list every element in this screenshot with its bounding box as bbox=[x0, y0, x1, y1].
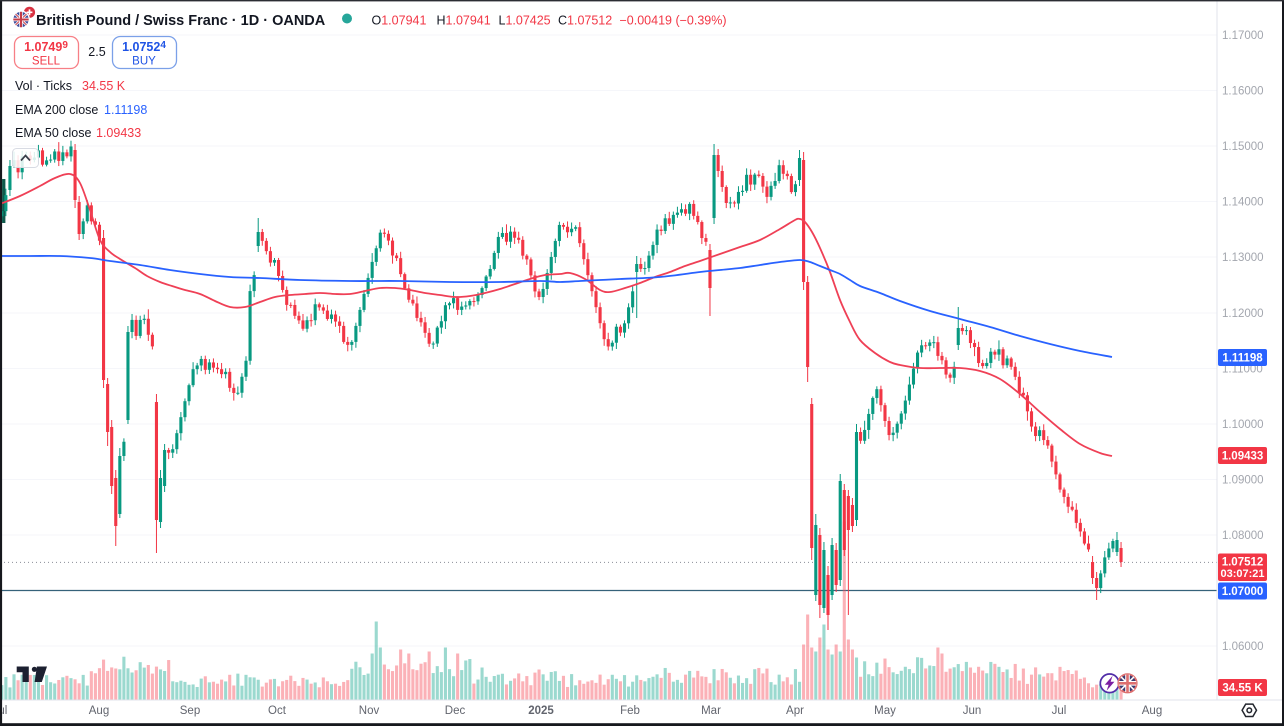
svg-text:1.07499: 1.07499 bbox=[24, 40, 68, 54]
svg-text:1.17000: 1.17000 bbox=[1222, 30, 1264, 42]
svg-text:Dec: Dec bbox=[445, 705, 466, 717]
svg-text:1.16000: 1.16000 bbox=[1222, 86, 1264, 98]
svg-text:Jul: Jul bbox=[1052, 705, 1067, 717]
svg-text:1.07512: 1.07512 bbox=[1222, 556, 1264, 568]
svg-text:1.14000: 1.14000 bbox=[1222, 197, 1264, 209]
svg-text:1.12000: 1.12000 bbox=[1222, 308, 1264, 320]
svg-text:1.09433: 1.09433 bbox=[1222, 451, 1264, 463]
svg-text:2025: 2025 bbox=[528, 705, 554, 717]
svg-text:SELL: SELL bbox=[32, 56, 61, 68]
svg-text:34.55 K: 34.55 K bbox=[1222, 683, 1263, 695]
svg-text:Sep: Sep bbox=[180, 705, 200, 717]
svg-text:BUY: BUY bbox=[132, 56, 156, 68]
svg-text:1.07000: 1.07000 bbox=[1222, 586, 1264, 598]
svg-text:Jun: Jun bbox=[963, 705, 982, 717]
svg-text:1.11198: 1.11198 bbox=[1222, 353, 1263, 365]
svg-text:O1.07941: O1.07941 bbox=[372, 14, 427, 28]
svg-text:1.15000: 1.15000 bbox=[1222, 141, 1264, 153]
svg-text:1.07524: 1.07524 bbox=[122, 40, 166, 54]
svg-text:Oct: Oct bbox=[268, 705, 287, 717]
svg-text:Mar: Mar bbox=[701, 705, 721, 717]
svg-text:Aug: Aug bbox=[89, 705, 109, 717]
svg-text:1.06000: 1.06000 bbox=[1222, 641, 1264, 653]
svg-text:Nov: Nov bbox=[359, 705, 380, 717]
svg-text:H1.07941: H1.07941 bbox=[437, 14, 491, 28]
svg-text:C1.07512: C1.07512 bbox=[558, 14, 612, 28]
svg-text:1.13000: 1.13000 bbox=[1222, 252, 1264, 264]
svg-text:−0.00419 (−0.39%): −0.00419 (−0.39%) bbox=[620, 14, 727, 28]
svg-text:03:07:21: 03:07:21 bbox=[1220, 568, 1264, 580]
svg-text:1.08000: 1.08000 bbox=[1222, 530, 1264, 542]
svg-text:British Pound / Swiss Franc ·: British Pound / Swiss Franc · 1D · OANDA bbox=[36, 13, 326, 29]
svg-text:2.5: 2.5 bbox=[88, 45, 105, 59]
svg-text:1.10000: 1.10000 bbox=[1222, 419, 1264, 431]
svg-text:Aug: Aug bbox=[1142, 705, 1162, 717]
svg-text:Feb: Feb bbox=[620, 705, 640, 717]
svg-text:L1.07425: L1.07425 bbox=[499, 14, 551, 28]
svg-text:May: May bbox=[874, 705, 896, 717]
svg-text:Apr: Apr bbox=[786, 705, 804, 717]
svg-text:Jul: Jul bbox=[0, 705, 7, 717]
svg-text:1.09000: 1.09000 bbox=[1222, 475, 1264, 487]
svg-text:1.11000: 1.11000 bbox=[1222, 364, 1263, 376]
